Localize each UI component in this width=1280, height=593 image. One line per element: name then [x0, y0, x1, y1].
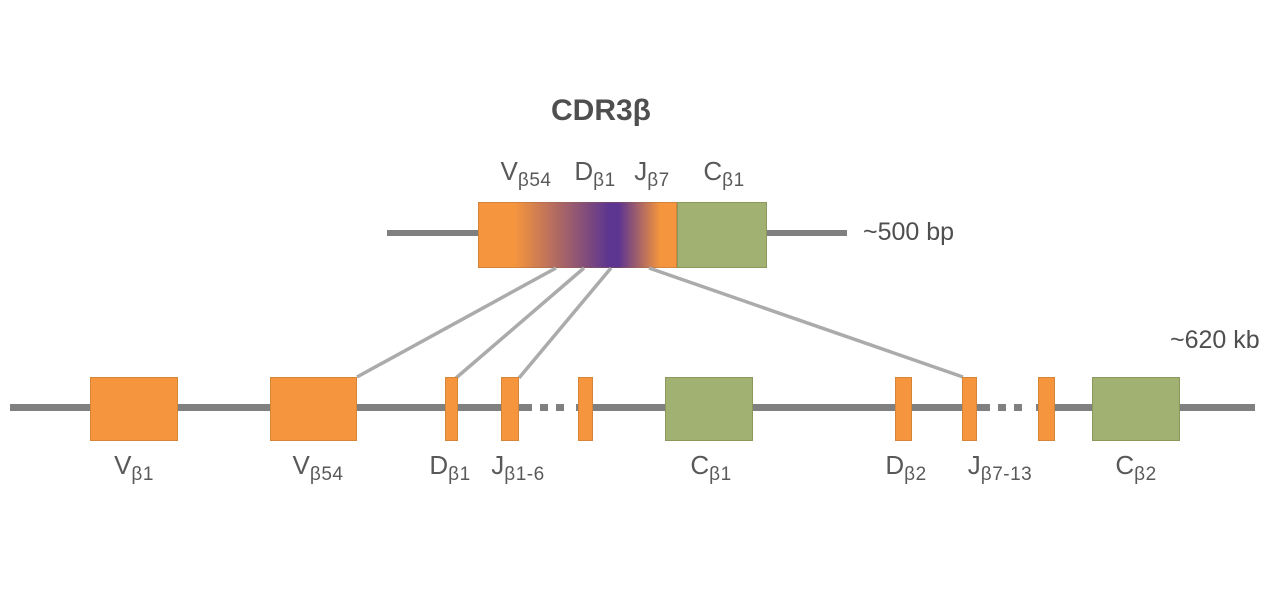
segment-subscript: β7 — [647, 170, 670, 191]
connector-line-db1 — [454, 266, 586, 380]
gene-box-jb1-first — [501, 377, 519, 441]
segment-subscript: β1 — [593, 170, 616, 191]
dash — [556, 404, 564, 411]
transcript-vdj-gradient-box — [478, 202, 677, 268]
transcript-label-vb54: Vβ54 — [501, 156, 552, 192]
gene-letter: D — [885, 450, 905, 480]
segment-letter: J — [634, 156, 648, 186]
gene-box-jb7-last — [1038, 377, 1055, 441]
transcript-label-cb1: Cβ1 — [703, 156, 744, 192]
connector-line-jb7 — [648, 266, 964, 379]
dash — [540, 404, 548, 411]
gene-letter: D — [429, 450, 449, 480]
gene-box-vb1 — [90, 377, 178, 441]
transcript-scale-label: ~500 bp — [863, 218, 955, 246]
gene-box-vb54 — [270, 377, 357, 441]
gene-box-db2 — [895, 377, 912, 441]
connector-line-jb1 — [517, 266, 613, 380]
gene-box-db1 — [445, 377, 458, 441]
locus-label-db1: Dβ1 — [429, 450, 470, 486]
segment-letter: V — [500, 156, 518, 186]
gene-subscript: β1 — [131, 464, 154, 485]
locus-label-cb2: Cβ2 — [1115, 450, 1156, 486]
dash — [982, 404, 990, 411]
locus-backbone-line — [10, 404, 524, 411]
gene-subscript: β54 — [309, 464, 344, 485]
gene-subscript: β7-13 — [980, 464, 1033, 485]
locus-label-db2: Dβ2 — [885, 450, 926, 486]
gene-subscript: β1-6 — [504, 464, 545, 485]
gene-subscript: β1 — [448, 464, 471, 485]
locus-label-jb7-13: Jβ7-13 — [968, 450, 1032, 486]
locus-label-jb1-6: Jβ1-6 — [491, 450, 544, 486]
locus-scale-label: ~620 kb — [1170, 326, 1260, 354]
locus-ellipsis-dashes-j7 — [982, 404, 1022, 411]
transcript-c-region-box — [677, 202, 767, 268]
gene-box-cb1 — [665, 377, 753, 441]
gene-box-jb7-first — [962, 377, 977, 441]
diagram-title: CDR3β — [551, 94, 651, 127]
gene-letter: C — [1115, 450, 1135, 480]
gene-box-jb1-last — [578, 377, 593, 441]
connector-line-vb54 — [356, 266, 557, 379]
locus-label-vb54: Vβ54 — [293, 450, 344, 486]
locus-backbone-line — [576, 404, 982, 411]
locus-label-vb1: Vβ1 — [114, 450, 154, 486]
locus-ellipsis-dashes-j1 — [524, 404, 564, 411]
gene-subscript: β1 — [709, 464, 732, 485]
gene-letter: V — [114, 450, 132, 480]
gene-subscript: β2 — [1134, 464, 1157, 485]
segment-letter: C — [703, 156, 723, 186]
gene-letter: J — [967, 450, 981, 480]
segment-letter: D — [574, 156, 594, 186]
dash — [524, 404, 532, 411]
segment-subscript: β1 — [722, 170, 745, 191]
dash — [998, 404, 1006, 411]
gene-box-cb2 — [1092, 377, 1180, 441]
gene-letter: V — [292, 450, 310, 480]
gene-subscript: β2 — [904, 464, 927, 485]
locus-label-cb1: Cβ1 — [690, 450, 731, 486]
gene-letter: C — [690, 450, 710, 480]
transcript-label-db1: Dβ1 — [574, 156, 615, 192]
segment-subscript: β54 — [517, 170, 552, 191]
dash — [1014, 404, 1022, 411]
gene-letter: J — [491, 450, 505, 480]
transcript-label-jb7: Jβ7 — [634, 156, 670, 192]
